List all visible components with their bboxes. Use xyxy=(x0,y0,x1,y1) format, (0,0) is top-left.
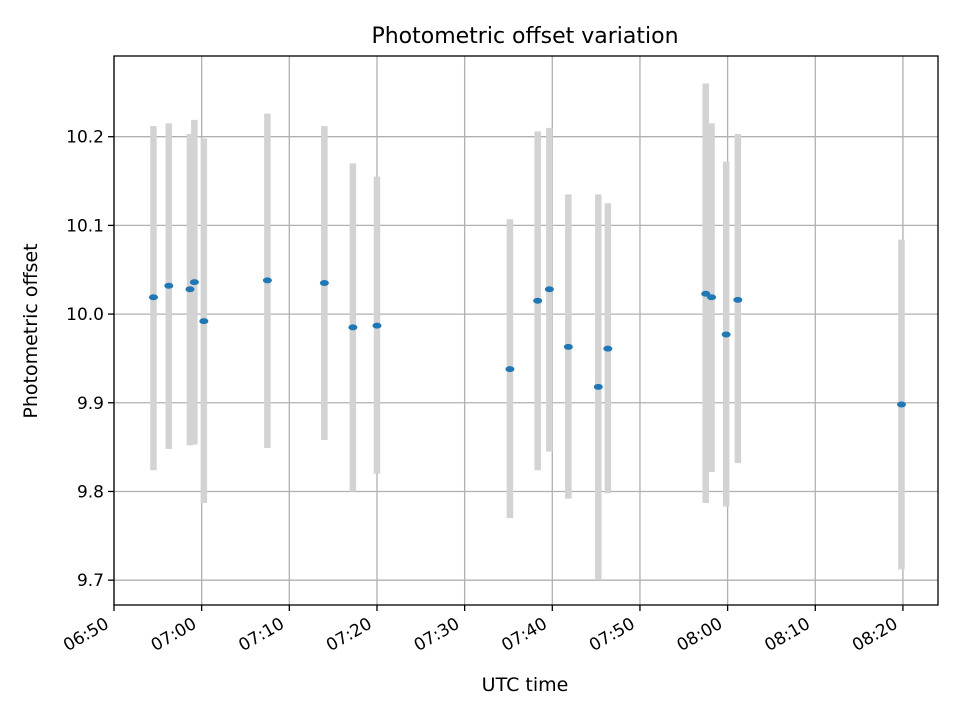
y-tick-label: 9.9 xyxy=(77,394,104,414)
data-points xyxy=(148,277,906,408)
x-axis-label: UTC time xyxy=(482,674,569,696)
y-tick-label: 10.1 xyxy=(66,216,104,236)
data-point xyxy=(319,280,329,287)
data-point xyxy=(185,286,195,293)
y-tick-label: 9.8 xyxy=(77,482,104,502)
y-axis-label: Photometric offset xyxy=(20,243,42,418)
data-point xyxy=(603,345,613,352)
plot-frame xyxy=(113,55,939,606)
data-point xyxy=(544,286,554,293)
data-point xyxy=(563,343,573,350)
data-point xyxy=(896,401,906,408)
data-point xyxy=(164,282,174,289)
data-point xyxy=(199,318,209,325)
data-point xyxy=(701,290,711,297)
data-point xyxy=(533,297,543,304)
data-point xyxy=(505,366,515,373)
data-point xyxy=(707,294,717,301)
y-tick-label: 9.7 xyxy=(77,571,104,591)
data-point xyxy=(262,277,272,284)
y-tick-label: 10.0 xyxy=(66,305,104,325)
data-point xyxy=(733,296,743,303)
data-point xyxy=(372,322,382,329)
data-point xyxy=(148,294,158,301)
y-axis-ticks: 9.7 9.8 9.9 10.0 10.1 10.2 xyxy=(66,128,114,591)
data-point xyxy=(348,324,358,331)
data-point xyxy=(721,331,731,338)
data-point xyxy=(593,383,603,390)
y-tick-label: 10.2 xyxy=(66,128,104,148)
chart-title: Photometric offset variation xyxy=(371,24,678,49)
data-point xyxy=(189,279,199,286)
